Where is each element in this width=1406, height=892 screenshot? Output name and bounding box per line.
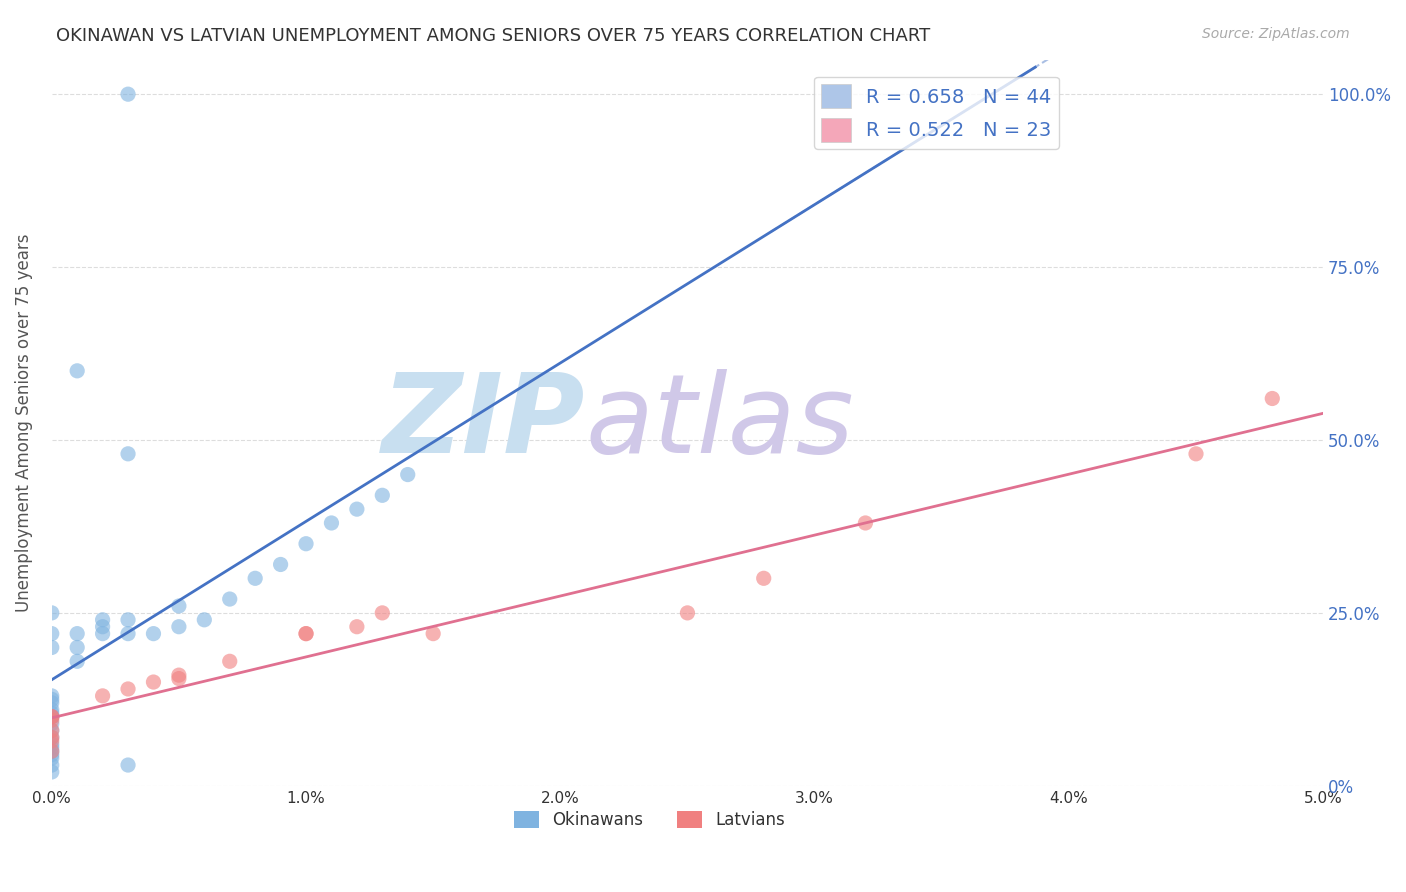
Point xyxy=(41,723,63,738)
Point xyxy=(167,620,190,634)
Point xyxy=(142,626,165,640)
Point xyxy=(1261,392,1284,406)
Point xyxy=(346,620,368,634)
Point xyxy=(66,654,89,668)
Point xyxy=(91,626,114,640)
Point xyxy=(117,87,139,102)
Point xyxy=(117,447,139,461)
Point xyxy=(422,626,444,640)
Point xyxy=(41,626,63,640)
Point xyxy=(41,709,63,723)
Point xyxy=(41,692,63,706)
Point xyxy=(91,613,114,627)
Point xyxy=(41,696,63,710)
Point xyxy=(41,747,63,762)
Point xyxy=(41,703,63,717)
Point xyxy=(167,672,190,686)
Point xyxy=(371,488,394,502)
Point xyxy=(142,675,165,690)
Point xyxy=(41,744,63,758)
Point xyxy=(321,516,343,530)
Point xyxy=(41,709,63,723)
Point xyxy=(167,599,190,613)
Point xyxy=(167,668,190,682)
Point xyxy=(41,737,63,751)
Text: ZIP: ZIP xyxy=(382,369,586,476)
Point xyxy=(41,744,63,758)
Point xyxy=(41,731,63,745)
Point xyxy=(396,467,419,482)
Point xyxy=(41,709,63,723)
Point xyxy=(41,709,63,723)
Point xyxy=(243,571,266,585)
Point xyxy=(295,537,318,551)
Point xyxy=(91,689,114,703)
Point xyxy=(117,626,139,640)
Point xyxy=(117,613,139,627)
Point xyxy=(41,640,63,655)
Y-axis label: Unemployment Among Seniors over 75 years: Unemployment Among Seniors over 75 years xyxy=(15,234,32,612)
Point xyxy=(41,734,63,748)
Point xyxy=(676,606,699,620)
Point xyxy=(752,571,775,585)
Point xyxy=(66,626,89,640)
Point xyxy=(41,713,63,727)
Point xyxy=(295,626,318,640)
Point xyxy=(41,606,63,620)
Point xyxy=(218,654,240,668)
Point xyxy=(41,758,63,772)
Point xyxy=(66,640,89,655)
Point xyxy=(66,364,89,378)
Point xyxy=(117,681,139,696)
Point xyxy=(117,758,139,772)
Point xyxy=(855,516,877,530)
Point xyxy=(41,689,63,703)
Point xyxy=(371,606,394,620)
Text: OKINAWAN VS LATVIAN UNEMPLOYMENT AMONG SENIORS OVER 75 YEARS CORRELATION CHART: OKINAWAN VS LATVIAN UNEMPLOYMENT AMONG S… xyxy=(56,27,931,45)
Point xyxy=(41,706,63,721)
Point xyxy=(41,723,63,738)
Point xyxy=(41,751,63,765)
Point xyxy=(41,764,63,779)
Point xyxy=(1185,447,1208,461)
Point xyxy=(41,731,63,745)
Point xyxy=(270,558,292,572)
Text: atlas: atlas xyxy=(586,369,855,476)
Point xyxy=(41,740,63,755)
Point xyxy=(91,620,114,634)
Legend: Okinawans, Latvians: Okinawans, Latvians xyxy=(508,804,792,836)
Text: Source: ZipAtlas.com: Source: ZipAtlas.com xyxy=(1202,27,1350,41)
Point xyxy=(218,592,240,607)
Point xyxy=(295,626,318,640)
Point xyxy=(193,613,215,627)
Point xyxy=(346,502,368,516)
Point xyxy=(41,716,63,731)
